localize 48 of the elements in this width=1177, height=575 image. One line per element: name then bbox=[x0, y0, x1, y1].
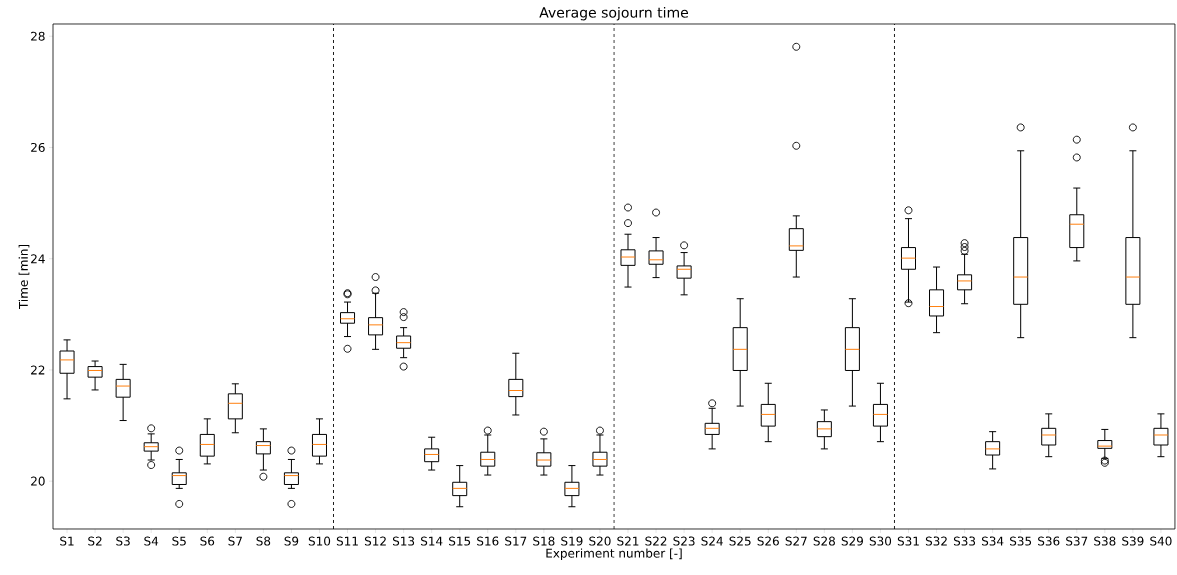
x-tick-label: S4 bbox=[144, 536, 159, 546]
x-tick-label: S3 bbox=[116, 536, 130, 546]
x-tick-label: S19 bbox=[561, 536, 583, 546]
x-tick-label: S10 bbox=[308, 536, 331, 546]
x-tick-label: S32 bbox=[925, 536, 947, 546]
x-tick-label: S8 bbox=[256, 536, 271, 546]
x-tick-label: S15 bbox=[449, 536, 471, 546]
x-tick-label: S39 bbox=[1122, 536, 1144, 546]
x-tick-label: S6 bbox=[200, 536, 215, 546]
x-tick-label: S20 bbox=[589, 536, 611, 546]
x-tick-label: S12 bbox=[364, 536, 386, 546]
x-tick-label: S21 bbox=[617, 536, 639, 546]
y-tick-label: 22 bbox=[31, 365, 45, 375]
x-tick-label: S1 bbox=[60, 536, 74, 546]
x-tick-label: S18 bbox=[533, 536, 555, 546]
x-tick-label: S13 bbox=[392, 536, 415, 546]
x-tick-label: S34 bbox=[981, 536, 1004, 546]
x-tick-label: S27 bbox=[785, 536, 807, 546]
y-axis-title: Time [min] bbox=[18, 244, 30, 310]
y-tick-label: 26 bbox=[31, 142, 45, 152]
x-tick-label: S26 bbox=[757, 536, 779, 546]
x-tick-label: S25 bbox=[729, 536, 751, 546]
x-axis-title: Experiment number [-] bbox=[546, 548, 682, 561]
y-tick-label: 28 bbox=[31, 31, 45, 41]
x-tick-label: S40 bbox=[1150, 536, 1172, 546]
x-tick-label: S36 bbox=[1038, 536, 1060, 546]
x-tick-label: S23 bbox=[673, 536, 695, 546]
y-tick-label: 24 bbox=[31, 254, 45, 264]
x-tick-label: S9 bbox=[284, 536, 299, 546]
x-tick-label: S2 bbox=[88, 536, 102, 546]
x-tick-label: S38 bbox=[1094, 536, 1116, 546]
x-tick-label: S28 bbox=[813, 536, 835, 546]
y-tick-label: 20 bbox=[31, 476, 45, 486]
x-tick-label: S14 bbox=[421, 536, 443, 546]
x-tick-label: S5 bbox=[172, 536, 186, 546]
x-tick-label: S35 bbox=[1010, 536, 1032, 546]
chart-title: Average sojourn time bbox=[539, 6, 689, 21]
x-tick-label: S17 bbox=[505, 536, 527, 546]
x-tick-label: S7 bbox=[228, 536, 242, 546]
x-tick-label: S11 bbox=[336, 536, 358, 546]
x-tick-label: S37 bbox=[1066, 536, 1088, 546]
x-tick-label: S29 bbox=[841, 536, 863, 546]
x-tick-label: S30 bbox=[869, 536, 892, 546]
x-tick-label: S16 bbox=[477, 536, 499, 546]
x-tick-label: S24 bbox=[701, 536, 723, 546]
x-tick-label: S31 bbox=[897, 536, 919, 546]
x-tick-label: S33 bbox=[953, 536, 976, 546]
x-tick-label: S22 bbox=[645, 536, 667, 546]
